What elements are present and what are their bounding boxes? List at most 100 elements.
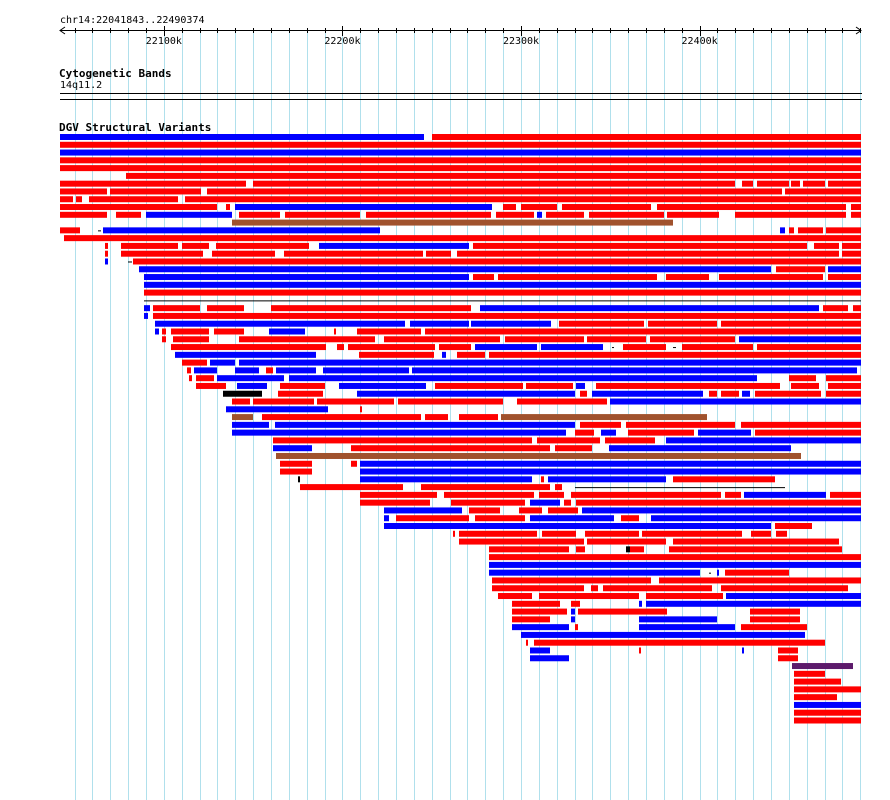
sv-feature-loss[interactable] xyxy=(351,445,550,452)
sv-feature-loss[interactable] xyxy=(64,235,861,242)
sv-feature-loss[interactable] xyxy=(498,593,532,600)
sv-feature-loss[interactable] xyxy=(489,554,861,561)
sv-feature-loss[interactable] xyxy=(826,390,861,397)
sv-feature-loss[interactable] xyxy=(814,242,839,249)
sv-feature-loss[interactable] xyxy=(171,344,326,351)
sv-feature-loss[interactable] xyxy=(794,694,837,701)
sv-feature-complex[interactable] xyxy=(232,219,673,226)
sv-feature-loss[interactable] xyxy=(539,593,639,600)
sv-feature-loss[interactable] xyxy=(426,250,451,257)
sv-feature-loss[interactable] xyxy=(253,398,314,405)
sv-feature-loss[interactable] xyxy=(207,188,782,195)
sv-feature-loss[interactable] xyxy=(721,585,848,592)
sv-feature-loss[interactable] xyxy=(853,305,861,312)
sv-feature-gain[interactable] xyxy=(360,476,532,483)
sv-feature-loss[interactable] xyxy=(498,274,657,281)
sv-feature-loss[interactable] xyxy=(505,336,584,343)
sv-feature-gain[interactable] xyxy=(155,320,405,327)
sv-feature-loss[interactable] xyxy=(105,242,108,249)
sv-feature-gain[interactable] xyxy=(489,561,861,568)
sv-feature-gain[interactable] xyxy=(794,701,861,708)
sv-feature-loss[interactable] xyxy=(360,491,437,498)
sv-feature-gain[interactable] xyxy=(210,359,235,366)
sv-feature-gain[interactable] xyxy=(717,569,719,576)
sv-feature-loss[interactable] xyxy=(492,577,651,584)
sv-feature-gain[interactable] xyxy=(323,367,409,374)
sv-feature-loss[interactable] xyxy=(60,180,246,187)
sv-feature-loss[interactable] xyxy=(794,670,825,677)
sv-feature-loss[interactable] xyxy=(512,600,560,607)
sv-feature-gain[interactable] xyxy=(646,600,861,607)
sv-feature-loss[interactable] xyxy=(182,359,207,366)
sv-feature-loss[interactable] xyxy=(144,289,861,296)
sv-feature-loss[interactable] xyxy=(776,266,825,273)
sv-feature-loss[interactable] xyxy=(564,499,571,506)
sv-feature-gain[interactable] xyxy=(582,507,861,514)
sv-feature-loss[interactable] xyxy=(571,491,721,498)
sv-feature-gain[interactable] xyxy=(275,421,575,428)
sv-feature-loss[interactable] xyxy=(60,204,217,211)
sv-feature-loss[interactable] xyxy=(828,382,861,389)
sv-feature-loss[interactable] xyxy=(646,593,723,600)
sv-feature-loss[interactable] xyxy=(673,476,775,483)
sv-feature-loss[interactable] xyxy=(273,437,532,444)
sv-feature-loss[interactable] xyxy=(214,328,244,335)
sv-feature-loss[interactable] xyxy=(534,639,825,646)
sv-feature-loss[interactable] xyxy=(189,375,192,382)
sv-feature-loss[interactable] xyxy=(546,211,584,218)
sv-feature-loss[interactable] xyxy=(741,624,807,631)
sv-feature-inversion[interactable] xyxy=(626,546,630,553)
sv-feature-loss[interactable] xyxy=(757,344,861,351)
sv-feature-loss[interactable] xyxy=(207,305,244,312)
sv-feature-gain[interactable] xyxy=(60,149,861,156)
sv-feature-loss[interactable] xyxy=(187,367,191,374)
sv-feature-loss[interactable] xyxy=(280,382,325,389)
sv-feature-loss[interactable] xyxy=(212,250,275,257)
sv-feature-loss[interactable] xyxy=(541,476,544,483)
sv-feature-loss[interactable] xyxy=(366,211,491,218)
sv-feature-loss[interactable] xyxy=(778,647,798,654)
sv-feature-loss[interactable] xyxy=(587,336,646,343)
sv-feature-loss[interactable] xyxy=(473,242,807,249)
sv-feature-loss[interactable] xyxy=(512,616,550,623)
sv-feature-loss[interactable] xyxy=(741,421,861,428)
sv-feature-loss[interactable] xyxy=(621,515,639,522)
sv-feature-loss[interactable] xyxy=(421,484,550,491)
sv-feature-loss[interactable] xyxy=(348,344,435,351)
sv-feature-gain[interactable] xyxy=(639,616,717,623)
sv-feature-loss[interactable] xyxy=(630,546,644,553)
sv-feature-gain[interactable] xyxy=(521,631,805,638)
sv-feature-loss[interactable] xyxy=(459,414,498,421)
sv-feature-loss[interactable] xyxy=(398,398,503,405)
sv-feature-loss[interactable] xyxy=(791,382,819,389)
cytoband-label[interactable]: 14q11.2 xyxy=(60,80,103,91)
sv-feature-gain[interactable] xyxy=(512,624,569,631)
sv-feature-gain[interactable] xyxy=(144,312,148,319)
sv-feature-loss[interactable] xyxy=(576,546,585,553)
sv-feature-gain[interactable] xyxy=(530,515,614,522)
sv-feature-gain[interactable] xyxy=(530,499,560,506)
sv-feature-loss[interactable] xyxy=(489,546,569,553)
sv-feature-loss[interactable] xyxy=(526,639,528,646)
sv-feature-loss[interactable] xyxy=(803,180,825,187)
sv-feature-loss[interactable] xyxy=(548,507,578,514)
sv-feature-loss[interactable] xyxy=(571,600,580,607)
sv-feature-loss[interactable] xyxy=(475,515,525,522)
sv-feature-loss[interactable] xyxy=(357,328,421,335)
sv-feature-gain[interactable] xyxy=(175,351,316,358)
sv-feature-gain[interactable] xyxy=(239,359,861,366)
sv-feature-loss[interactable] xyxy=(492,585,584,592)
sv-feature-loss[interactable] xyxy=(775,523,812,529)
sv-feature-loss[interactable] xyxy=(828,274,861,281)
sv-feature-loss[interactable] xyxy=(489,351,861,358)
sv-feature-gain[interactable] xyxy=(744,491,826,498)
sv-feature-loss[interactable] xyxy=(776,530,787,537)
sv-feature-loss[interactable] xyxy=(60,196,73,203)
sv-feature-loss[interactable] xyxy=(226,204,230,211)
sv-feature-loss[interactable] xyxy=(580,390,587,397)
sv-feature-loss[interactable] xyxy=(278,390,323,397)
sv-feature-loss[interactable] xyxy=(153,305,200,312)
sv-feature-loss[interactable] xyxy=(667,211,719,218)
sv-feature-loss[interactable] xyxy=(334,328,336,335)
sv-feature-loss[interactable] xyxy=(384,336,500,343)
